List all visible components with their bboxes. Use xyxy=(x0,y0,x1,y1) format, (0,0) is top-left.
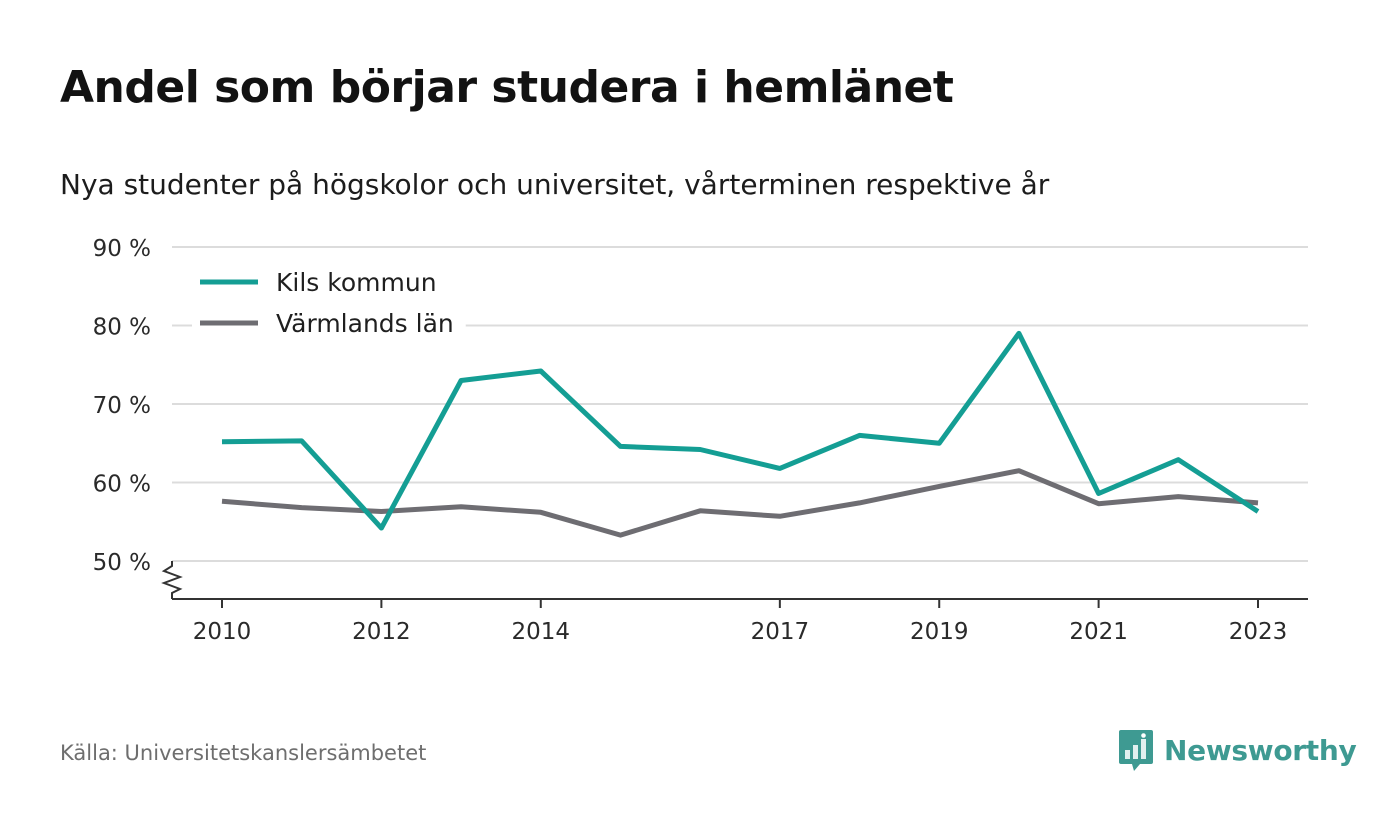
series-line-kils-kommun xyxy=(221,330,1260,531)
x-tick-label: 2019 xyxy=(910,619,969,645)
legend-label: Värmlands län xyxy=(276,309,454,338)
y-tick-label: 80 % xyxy=(93,315,151,341)
y-tick-label: 90 % xyxy=(93,236,151,262)
source-note: Källa: Universitetskanslersämbetet xyxy=(60,741,427,765)
brand-logo: Newsworthy xyxy=(1118,728,1357,772)
newsworthy-logo-icon xyxy=(1119,730,1153,771)
y-tick-label: 70 % xyxy=(93,393,151,419)
x-tick-label: 2017 xyxy=(751,619,810,645)
y-tick-label: 50 % xyxy=(93,550,151,576)
x-tick-label: 2010 xyxy=(193,619,252,645)
chart-title: Andel som börjar studera i hemlänet xyxy=(60,62,954,113)
legend-label: Kils kommun xyxy=(276,268,437,297)
x-tick-label: 2012 xyxy=(352,619,411,645)
x-tick-label: 2021 xyxy=(1069,619,1128,645)
axis-break xyxy=(161,561,183,599)
series-line-v-rmlands-l-n xyxy=(221,468,1259,538)
brand-name: Newsworthy xyxy=(1164,733,1357,767)
x-tick-label: 2014 xyxy=(511,619,570,645)
y-tick-label: 60 % xyxy=(93,472,151,498)
x-tick-label: 2023 xyxy=(1229,619,1288,645)
chart-subtitle: Nya studenter på högskolor och universit… xyxy=(60,168,1050,201)
